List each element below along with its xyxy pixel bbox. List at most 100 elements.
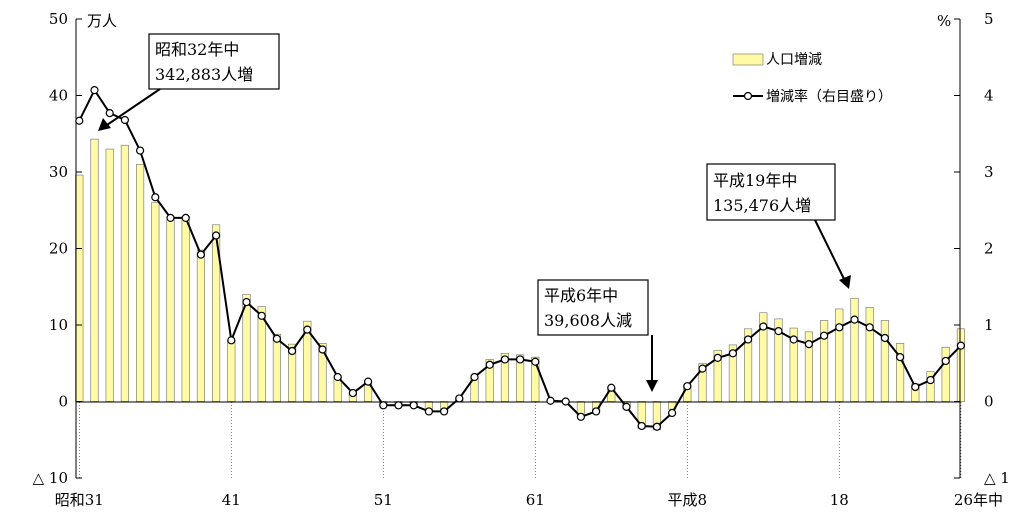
callout-line2: 135,476人増 [713,196,811,215]
rate-point [941,356,950,366]
bar-population-change [850,297,859,402]
rate-point [136,146,145,155]
rate-point [257,311,266,320]
bar-population-change [196,249,205,402]
rate-point [166,213,175,222]
right-tick-label: 4 [984,87,994,105]
rate-point [667,408,677,418]
rate-point [652,422,662,431]
bar-population-change [896,343,905,402]
left-axis-ticks: △ 10 0 10 20 30 40 50 [33,10,82,487]
x-tick-label: 昭和31 [55,491,104,509]
bar-population-change [166,219,175,402]
left-tick-label: 40 [49,87,68,105]
rate-point [440,407,449,416]
rate-point [90,86,99,95]
x-guide-lines [78,402,962,478]
rate-point [485,360,494,369]
callout-line1: 平成19年中 [713,171,797,190]
callout-heisei19: 平成19年中 135,476人増 [706,163,851,289]
rate-point [546,396,555,405]
bar-population-change [272,333,281,402]
rate-point [789,335,798,344]
callout-showa32: 昭和32年中 342,883人増 [98,33,280,131]
x-tick-label: 41 [222,491,241,509]
bar-population-change [956,328,965,402]
x-axis-ticks: 昭和31 41 51 61 平成8 18 26年中 [55,491,1003,509]
rate-point [926,375,935,385]
rate-point [318,345,327,354]
rate-point [379,401,388,410]
rate-point [743,335,753,344]
rate-point [911,382,920,392]
x-tick-label: 61 [526,491,545,509]
rate-point [531,357,540,366]
rate-point [637,421,646,431]
x-tick-label: 51 [374,491,393,509]
bar-population-change [941,346,950,402]
bar-population-change [151,202,160,402]
rate-point [196,250,205,259]
left-tick-label: 0 [58,393,68,411]
callout-line2: 39,608人減 [544,311,632,330]
rate-point [105,108,114,118]
callout-line1: 平成6年中 [544,286,618,305]
x-tick-label: 平成8 [668,491,708,509]
rate-point [227,336,236,345]
callout-arrow-shaft [103,88,161,128]
right-tick-label: △ 1 [984,469,1010,487]
rate-point [683,382,692,391]
bar-population-change [181,216,190,402]
rate-point [759,322,768,331]
left-tick-label: 30 [49,163,68,181]
callout-arrowhead [646,380,658,392]
rate-point [242,297,251,307]
rate-point [212,231,221,240]
x-tick-label: 18 [830,491,849,509]
rate-point [272,334,281,343]
callout-heisei6: 平成6年中 39,608人減 [537,279,658,392]
rate-point [394,401,403,410]
rate-point [303,325,312,334]
callout-line1: 昭和32年中 [155,40,239,59]
rate-point [850,315,859,324]
bar-population-change [333,377,342,402]
legend-bar-label: 人口増減 [766,51,822,68]
left-tick-label: △ 10 [33,469,68,487]
callout-arrowhead [839,275,851,289]
rate-point [288,346,297,356]
rate-point [500,355,509,364]
rate-point [774,327,783,336]
bar-population-change [90,138,99,402]
rate-point [455,394,464,403]
rate-point [835,323,844,332]
bar-population-change [75,174,84,402]
right-axis-ticks: △ 1 0 1 2 3 4 5 [954,10,1010,487]
rate-point [956,341,966,350]
callout-arrowhead [98,118,111,131]
rate-series [75,86,966,431]
bar-population-change [880,320,889,402]
rate-point [622,402,631,411]
legend: 人口増減 増減率（右目盛り） [732,51,892,105]
callout-arrow-shaft [814,219,846,282]
right-axis-unit: % [937,12,951,30]
rate-point [895,353,905,362]
rate-point [409,401,418,410]
bar-population-change [120,144,129,402]
rate-point [713,353,722,362]
right-tick-label: 2 [984,240,994,258]
rate-point [698,364,707,373]
left-axis-unit: 万人 [87,12,117,30]
legend-line-label: 増減率（右目盛り） [766,88,892,105]
rate-point [591,407,601,416]
right-tick-label: 5 [984,10,994,28]
bar-population-change [136,164,145,402]
right-tick-label: 1 [984,316,994,334]
x-tick-label: 26年中 [954,491,1003,509]
rate-point [607,383,616,392]
callout-box [148,33,280,90]
callout-line2: 342,883人増 [155,65,253,84]
rate-point [348,388,357,398]
